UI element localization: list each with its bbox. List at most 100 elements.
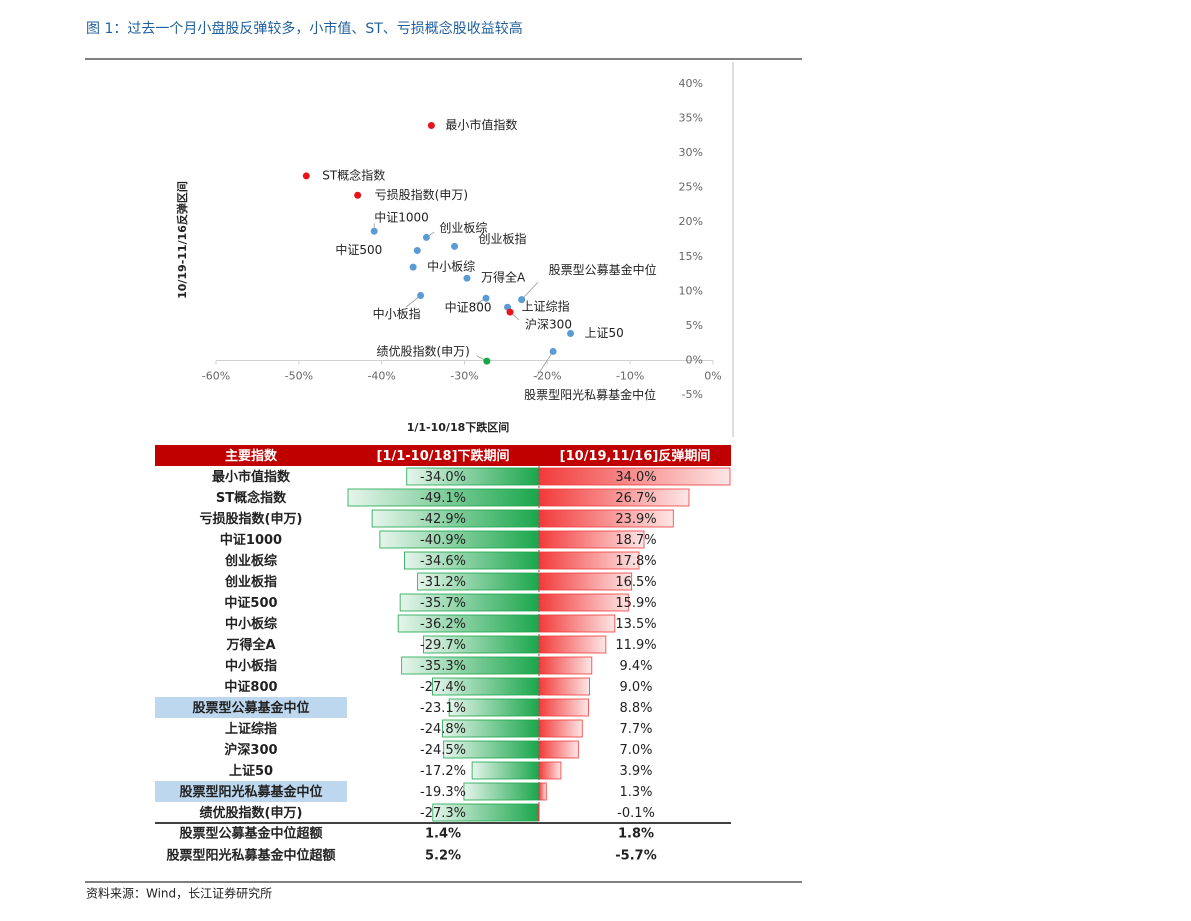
point	[483, 357, 491, 365]
point-label: 沪深300	[525, 318, 572, 332]
up-value: 1.3%	[619, 785, 652, 800]
up-value: 15.9%	[615, 596, 656, 611]
point	[482, 294, 490, 302]
down-value: -40.9%	[420, 533, 466, 548]
y-tick-label: 40%	[679, 77, 703, 90]
row-highlight	[155, 697, 347, 718]
row-name: 中证800	[224, 679, 277, 695]
point	[567, 329, 575, 337]
x-tick-label: 0%	[704, 369, 721, 382]
summary-name: 股票型阳光私募基金中位超额	[166, 848, 335, 864]
up-bar	[538, 488, 690, 507]
summary-up: 1.8%	[618, 827, 654, 842]
point-label: 绩优股指数(申万)	[376, 344, 469, 359]
point-label: ST概念指数	[322, 167, 385, 182]
row-name: 创业板综	[224, 553, 277, 569]
y-tick-label: 5%	[686, 319, 703, 332]
row-name: 万得全A	[225, 637, 275, 653]
up-bar	[538, 740, 579, 759]
up-value: 26.7%	[615, 491, 656, 506]
y-tick-label: 10%	[679, 284, 703, 297]
point-label: 中证800	[445, 300, 492, 315]
point-label: 中小板指	[373, 306, 421, 321]
up-value: 9.0%	[619, 680, 652, 695]
down-bar	[463, 782, 540, 801]
down-value: -24.8%	[420, 722, 466, 737]
down-value: -49.1%	[420, 491, 466, 506]
down-value: -17.2%	[420, 764, 466, 779]
up-bar	[538, 698, 589, 717]
row-name: 中证500	[224, 595, 277, 611]
point-label: 创业板综	[439, 221, 487, 235]
point	[506, 308, 514, 316]
up-value: 7.0%	[619, 743, 652, 758]
figure-title: 图 1：过去一个月小盘股反弹较多，小市值、ST、亏损概念股收益较高	[86, 20, 523, 37]
x-tick-label: -60%	[202, 369, 230, 382]
point-label: 亏损股指数(申万)	[375, 187, 468, 202]
row-name: 中小板指	[225, 658, 277, 674]
up-value: 23.9%	[615, 512, 656, 527]
down-value: -36.2%	[420, 617, 466, 632]
row-highlight	[155, 781, 347, 802]
point	[354, 191, 362, 199]
y-tick-label: -5%	[682, 388, 703, 401]
row-name: 中证1000	[220, 532, 282, 548]
point	[451, 242, 459, 250]
row-name: 股票型公募基金中位	[192, 700, 309, 716]
down-value: -27.4%	[420, 680, 466, 695]
up-bar	[538, 635, 607, 654]
up-bar	[538, 782, 547, 801]
row-name: 最小市值指数	[212, 469, 291, 485]
point	[549, 347, 557, 355]
up-value: 13.5%	[615, 617, 656, 632]
row-name: 中小板综	[225, 616, 277, 632]
row-name: 亏损股指数(申万)	[200, 511, 303, 527]
x-axis-label: 1/1-10/18下跌区间	[407, 420, 510, 434]
y-tick-label: 30%	[679, 146, 703, 159]
row-name: 上证50	[229, 764, 273, 779]
y-tick-label: 35%	[679, 112, 703, 125]
up-bar	[538, 467, 731, 486]
point-label: 创业板指	[479, 231, 527, 246]
point	[463, 274, 471, 282]
header-cell: 主要指数	[225, 448, 278, 464]
y-tick-label: 25%	[679, 181, 703, 194]
point	[302, 172, 310, 180]
up-bar	[538, 761, 562, 780]
row-name: 股票型阳光私募基金中位	[179, 784, 322, 800]
up-value: 16.5%	[615, 575, 656, 590]
down-value: -42.9%	[420, 512, 466, 527]
up-bar	[538, 614, 616, 633]
point	[413, 247, 421, 255]
down-value: -34.6%	[420, 554, 466, 569]
up-value: 7.7%	[619, 722, 652, 737]
row-name: 沪深300	[224, 742, 277, 758]
up-bar	[538, 656, 593, 675]
summary-name: 股票型公募基金中位超额	[179, 826, 322, 842]
y-axis-label: 10/19-11/16反弹区间	[175, 181, 189, 299]
down-value: -23.1%	[420, 701, 466, 716]
header-bg	[155, 445, 731, 466]
up-value: 8.8%	[619, 701, 652, 716]
summary-down: 1.4%	[425, 827, 461, 842]
up-value: 9.4%	[619, 659, 652, 674]
leader-line	[535, 351, 554, 379]
summary-down: 5.2%	[425, 849, 461, 864]
x-tick-label: -10%	[616, 369, 644, 382]
point-label: 股票型公募基金中位	[549, 262, 657, 277]
row-name: 上证综指	[225, 721, 277, 737]
point-label: 中证500	[335, 242, 382, 257]
down-value: -27.3%	[420, 806, 466, 821]
point-label: 股票型阳光私募基金中位	[524, 387, 656, 402]
row-name: 绩优股指数(申万)	[200, 805, 303, 821]
up-value: 18.7%	[615, 533, 656, 548]
point-label: 上证综指	[522, 299, 570, 314]
header-cell: [1/1-10/18]下跌期间	[376, 448, 509, 464]
source: 资料来源：Wind，长江证券研究所	[86, 886, 272, 901]
leader-line	[521, 281, 539, 300]
y-tick-label: 0%	[686, 353, 703, 366]
point	[422, 233, 430, 241]
point	[518, 296, 526, 304]
